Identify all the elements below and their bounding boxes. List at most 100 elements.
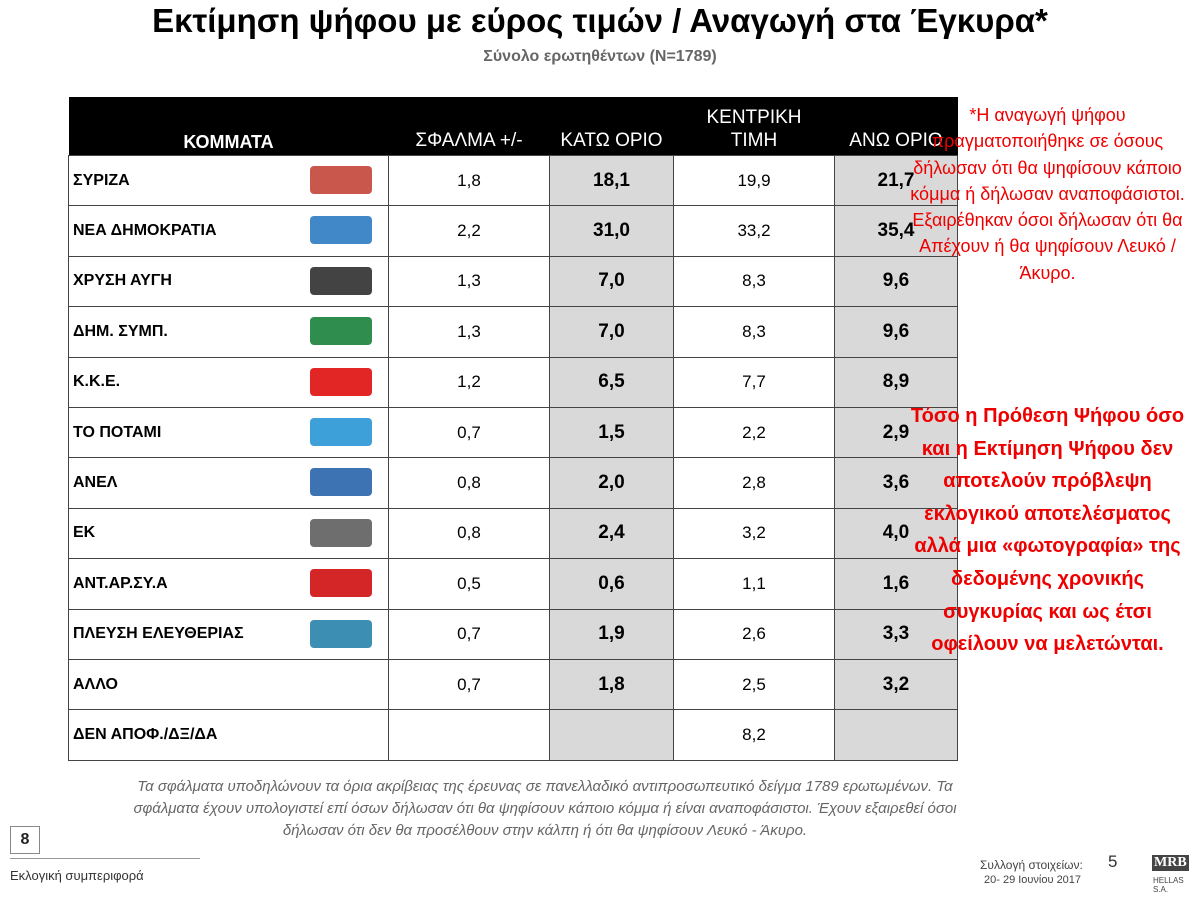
cell: 1,3 [388,255,550,308]
table-row: ΣΥΡΙΖΑ 1,8 18,1 19,9 21,7 [68,154,958,207]
cell: 0,8 [388,457,550,509]
cell: 3,3 [834,608,958,660]
party-name: ΑΛΛΟ [68,658,389,711]
table-row: ΔΕΝ ΑΠΟΦ./ΔΞ/ΔΑ 8,2 [68,709,958,761]
cell: 7,7 [673,356,835,408]
table-row: ΑΝΕΛ 0,8 2,0 2,8 3,6 [68,457,958,509]
cell: 31,0 [549,205,674,257]
cell: 8,3 [673,255,835,308]
subtitle: Σύνολο ερωτηθέντων (N=1789) [483,48,717,65]
cell: 8,3 [673,306,835,358]
cell: 7,0 [549,255,674,308]
cell: 33,2 [673,205,835,257]
cell [834,709,958,761]
party-logo [310,317,372,346]
cell [549,709,674,761]
cell: 9,6 [834,255,958,308]
cell: 2,4 [549,507,674,560]
cell: 3,2 [673,507,835,560]
cell [388,709,550,761]
party-logo [310,216,372,245]
column-header: ΚΑΤΩ ΟΡΙΟ [549,97,674,156]
table-row: ΠΛΕΥΣΗ ΕΛΕΥΘΕΡΙΑΣ 0,7 1,9 2,6 3,3 [68,608,958,660]
table-row: ΝΕΑ ΔΗΜΟΚΡΑΤΙΑ 2,2 31,0 33,2 35,4 [68,205,958,257]
cell: 2,0 [549,457,674,509]
cell: 1,2 [388,356,550,408]
cell: 0,6 [549,558,674,610]
party-name: ΔΕΝ ΑΠΟΦ./ΔΞ/ΔΑ [68,709,389,761]
footer-note: Τα σφάλματα υποδηλώνουν τα όρια ακρίβεια… [133,778,957,839]
party-name: ΑΝΤ.ΑΡ.ΣΥ.Α [68,558,389,610]
party-logo [310,367,372,396]
cell: 8,2 [673,709,835,761]
party-name: ΝΕΑ ΔΗΜΟΚΡΑΤΙΑ [68,205,389,257]
cell: 6,5 [549,356,674,408]
cell: 18,1 [549,154,674,207]
cell: 9,6 [834,306,958,358]
party-name: ΑΝΕΛ [68,457,389,509]
column-header: ΑΝΩ ΟΡΙΟ [834,97,958,156]
page-number: 8 [10,826,40,854]
party-logo [310,619,372,648]
cell: 7,0 [549,306,674,358]
party-logo [310,266,372,295]
party-logo [310,569,372,598]
table-row: ΕΚ 0,8 2,4 3,2 4,0 [68,507,958,560]
table-row: ΧΡΥΣΗ ΑΥΓΗ 1,3 7,0 8,3 9,6 [68,255,958,308]
cell: 2,5 [673,658,835,711]
party-name: ΤΟ ΠΟΤΑΜΙ [68,406,389,459]
cell: 2,2 [388,205,550,257]
collection-number: 5 [1108,852,1118,871]
logo-subtitle: HELLAS S.A. [1153,876,1184,894]
party-name: ΧΡΥΣΗ ΑΥΓΗ [68,255,389,308]
cell: 2,8 [673,457,835,509]
table-row: ΑΛΛΟ 0,7 1,8 2,5 3,2 [68,658,958,711]
cell: 2,6 [673,608,835,660]
cell: 1,9 [549,608,674,660]
side-note: *Η αναγωγή ψήφου πραγματοποιήθηκε σε όσο… [910,105,1185,283]
cell: 0,7 [388,406,550,459]
party-name: ΣΥΡΙΖΑ [68,154,389,207]
cell: 1,1 [673,558,835,610]
logo: MRB [1152,855,1189,871]
cell: 3,6 [834,457,958,509]
section: Εκλογική συμπεριφορά [10,868,144,883]
cell: 1,8 [549,658,674,711]
cell: 0,7 [388,658,550,711]
column-header: ΚΕΝΤΡΙΚΗ ΤΙΜΗ [673,97,835,156]
estimate-table: ΚΟΜΜΑΤΑ ΣΦΑΛΜΑ +/- ΚΑΤΩ ΟΡΙΟ ΚΕΝΤΡΙΚΗ ΤΙΜΗ Α… [68,97,958,761]
party-name: ΔΗΜ. ΣΥΜΠ. [68,306,389,358]
cell: 0,7 [388,608,550,660]
cell: 1,8 [388,154,550,207]
column-header: ΣΦΑΛΜΑ +/- [388,97,550,156]
party-logo [310,417,372,446]
cell: 0,5 [388,558,550,610]
statement: Τόσο η Πρόθεση Ψήφου όσο και η Εκτίμηση … [910,405,1185,656]
party-name: Κ.Κ.Ε. [68,356,389,408]
collection-label: Συλλογή στοιχείων: [980,858,1083,872]
column-header: ΚΟΜΜΑΤΑ [68,97,389,156]
cell: 1,3 [388,306,550,358]
cell: 1,5 [549,406,674,459]
cell: 8,9 [834,356,958,408]
party-name: ΠΛΕΥΣΗ ΕΛΕΥΘΕΡΙΑΣ [68,608,389,660]
party-logo [310,518,372,547]
header-row: ΚΟΜΜΑΤΑ ΣΦΑΛΜΑ +/- ΚΑΤΩ ΟΡΙΟ ΚΕΝΤΡΙΚΗ ΤΙΜΗ Α… [68,97,958,156]
cell: 4,0 [834,507,958,560]
cell: 2,9 [834,406,958,459]
cell: 21,7 [834,154,958,207]
cell: 3,2 [834,658,958,711]
table-row: ΔΗΜ. ΣΥΜΠ. 1,3 7,0 8,3 9,6 [68,306,958,358]
table-row: ΤΟ ΠΟΤΑΜΙ 0,7 1,5 2,2 2,9 [68,406,958,459]
cell: 0,8 [388,507,550,560]
party-logo [310,166,372,194]
table-row: ΑΝΤ.ΑΡ.ΣΥ.Α 0,5 0,6 1,1 1,6 [68,558,958,610]
divider [10,858,200,859]
dates: 20- 29 Ιουνίου 2017 [984,874,1082,886]
party-logo [310,468,372,497]
table-row: Κ.Κ.Ε. 1,2 6,5 7,7 8,9 [68,356,958,408]
cell: 1,6 [834,558,958,610]
cell: 19,9 [673,154,835,207]
party-name: ΕΚ [68,507,389,560]
cell: 2,2 [673,406,835,459]
